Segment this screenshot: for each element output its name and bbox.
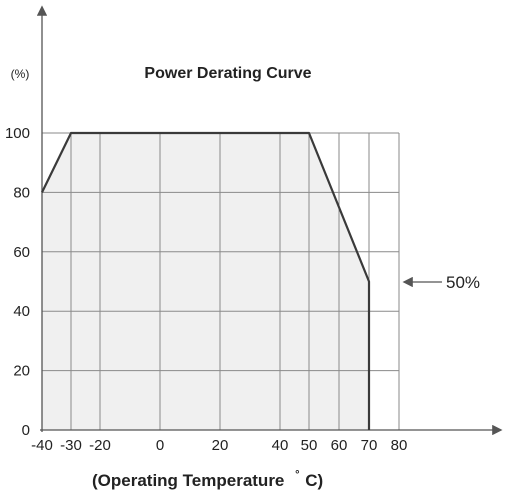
y-tick-label: 100 — [5, 125, 30, 142]
x-tick-label: -30 — [60, 437, 82, 454]
y-tick-label: 80 — [13, 184, 30, 201]
x-axis-label-unit: C) — [305, 471, 323, 490]
x-tick-label: -20 — [89, 437, 111, 454]
x-tick-label: 20 — [212, 437, 229, 454]
x-axis-label-degree: ° — [295, 469, 299, 481]
y-tick-label: 40 — [13, 303, 30, 320]
y-axis-label: (%) — [11, 67, 30, 81]
x-tick-label: 0 — [156, 437, 164, 454]
derating-curve — [41, 131, 371, 430]
annotation-label: 50% — [446, 273, 480, 292]
x-axis-label: (Operating Temperature ° C) — [92, 463, 323, 490]
derating-area — [42, 133, 369, 430]
chart-title: Power Derating Curve — [144, 65, 311, 82]
x-tick-label: 70 — [361, 437, 378, 454]
y-tick-label: 60 — [13, 244, 30, 261]
x-axis-label-text: (Operating Temperature — [92, 471, 284, 490]
y-tick-label: 20 — [13, 363, 30, 380]
x-tick-label: 60 — [331, 437, 348, 454]
x-tick-label: -40 — [31, 437, 53, 454]
y-tick-label: 0 — [22, 422, 30, 439]
x-tick-label: 80 — [391, 437, 408, 454]
x-tick-label: 40 — [272, 437, 289, 454]
x-tick-label: 50 — [301, 437, 318, 454]
